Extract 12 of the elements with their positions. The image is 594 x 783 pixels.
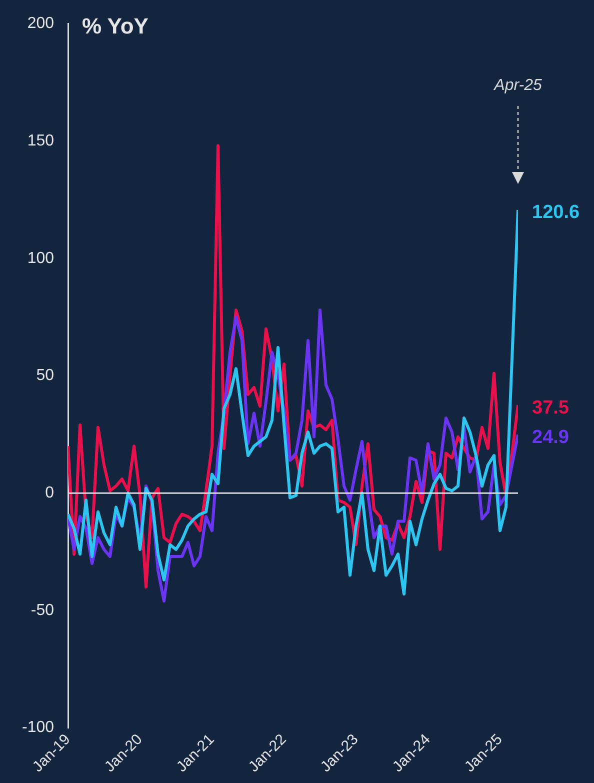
y-tick-label: 150 [27, 132, 54, 150]
y-tick-label: -100 [22, 719, 54, 736]
data-label: 37.5 [532, 397, 570, 418]
y-tick-label: -50 [30, 602, 54, 619]
y-tick-label: 100 [27, 250, 54, 267]
y-tick-label: 0 [45, 484, 54, 502]
data-label: 120.6 [532, 202, 580, 224]
data-label: 24.9 [532, 426, 569, 448]
y-tick-label: 200 [27, 15, 54, 32]
y-tick-label: 50 [36, 367, 54, 384]
chart-title: % YoY [82, 14, 149, 39]
annotation: Apr-25 [493, 77, 542, 94]
